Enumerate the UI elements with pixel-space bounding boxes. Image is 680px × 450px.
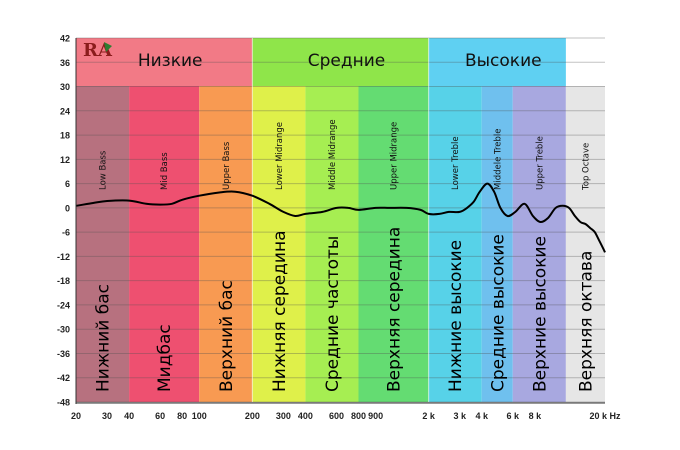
logo: RA [83, 40, 113, 61]
subband-en-label: Middle Midrange [328, 119, 338, 190]
subband-en-label: Top Octave [581, 143, 591, 191]
band-title: Средние [308, 51, 386, 71]
subband-ru-label: Средние высокие [488, 234, 508, 392]
band-title: Низкие [138, 51, 203, 71]
subband-column [481, 86, 513, 402]
subband-en-label: Lower Midrange [275, 122, 285, 190]
x-tick-label: 3 k [453, 411, 467, 421]
x-tick-label: 2 k [422, 411, 436, 421]
y-tick-label: 36 [60, 58, 70, 68]
x-tick-label: 600 [329, 411, 344, 421]
subband-ru-label: Нижняя середина [270, 230, 290, 392]
subband-column [76, 86, 130, 402]
y-tick-label: -42 [57, 373, 70, 383]
band-title: Высокие [465, 51, 542, 71]
subband-ru-label: Верхний бас [217, 280, 237, 392]
subband-en-label: Upper Midrange [390, 122, 400, 190]
y-tick-label: -18 [57, 276, 70, 286]
y-tick-label: 12 [60, 155, 70, 165]
subband-column [565, 86, 605, 402]
subband-ru-label: Верхняя середина [385, 227, 405, 392]
x-tick-label: 200 [245, 411, 260, 421]
y-tick-label: 0 [65, 203, 70, 213]
subband-en-label: Upper Treble [535, 136, 545, 190]
x-tick-label: 30 [102, 411, 112, 421]
band-header-bg [428, 38, 566, 86]
x-tick-label: 800 [351, 411, 366, 421]
subband-en-label: Low Bass [99, 150, 109, 190]
subband-en-label: Mid Bass [160, 152, 170, 190]
x-tick-label: 40 [124, 411, 134, 421]
subband-column [305, 86, 359, 402]
x-tick-label: 6 k [507, 411, 521, 421]
x-tick-label: 20 [71, 411, 81, 421]
response-curve [75, 182, 606, 253]
x-tick-label: 4 k [475, 411, 489, 421]
subband-ru-label: Верхняя октава [576, 251, 596, 392]
y-tick-label: -30 [57, 325, 70, 335]
y-tick-label: 30 [60, 82, 70, 92]
band-titles: Низкие Средние Высокие [138, 51, 542, 71]
x-tick-label: 400 [298, 411, 313, 421]
subband-ru-label: Нижние высокие [446, 240, 466, 392]
y-tick-label: 6 [65, 179, 70, 189]
subband-column [512, 86, 566, 402]
subband-ru-label: Средние частоты [323, 236, 343, 392]
x-tick-label: 20 k Hz [589, 411, 621, 421]
x-tick-label: 100 [192, 411, 207, 421]
response-curve-layer [75, 182, 606, 253]
logo-leaf-icon [104, 42, 112, 52]
subband-column [252, 86, 306, 402]
subband-ru-label: Нижний бас [94, 284, 114, 392]
y-tick-label: 18 [60, 131, 70, 141]
subband-column [129, 86, 200, 402]
y-tick-label: 24 [60, 106, 70, 116]
x-tick-label: 80 [177, 411, 187, 421]
y-tick-label: -6 [62, 228, 70, 238]
subband-column [358, 86, 429, 402]
subband-ru-label: Мидбас [155, 324, 175, 392]
x-tick-label: 300 [276, 411, 291, 421]
subband-en-label: Upper Bass [222, 141, 232, 190]
y-tick-label: -24 [57, 300, 70, 310]
y-tick-label: -12 [57, 252, 70, 262]
subband-en-label: Lower Treble [451, 136, 461, 190]
band-header-bg [252, 38, 429, 86]
x-tick-label: 8 k [529, 411, 543, 421]
band-regions [76, 38, 605, 402]
subband-column [199, 86, 253, 402]
subband-column [428, 86, 482, 402]
subband-ru-label: Верхние высокие [530, 236, 550, 392]
y-tick-label: -48 [57, 398, 70, 408]
y-tick-label: 42 [60, 34, 70, 44]
grid [76, 37, 605, 403]
x-tick-label: 60 [155, 411, 165, 421]
x-tick-label: 900 [368, 411, 383, 421]
subband-en-label: Middele Treble [493, 129, 503, 190]
y-tick-label: -36 [57, 349, 70, 359]
subband-labels: Low Bass Нижний бас Mid Bass Мидбас Upper Ba… [94, 119, 597, 392]
